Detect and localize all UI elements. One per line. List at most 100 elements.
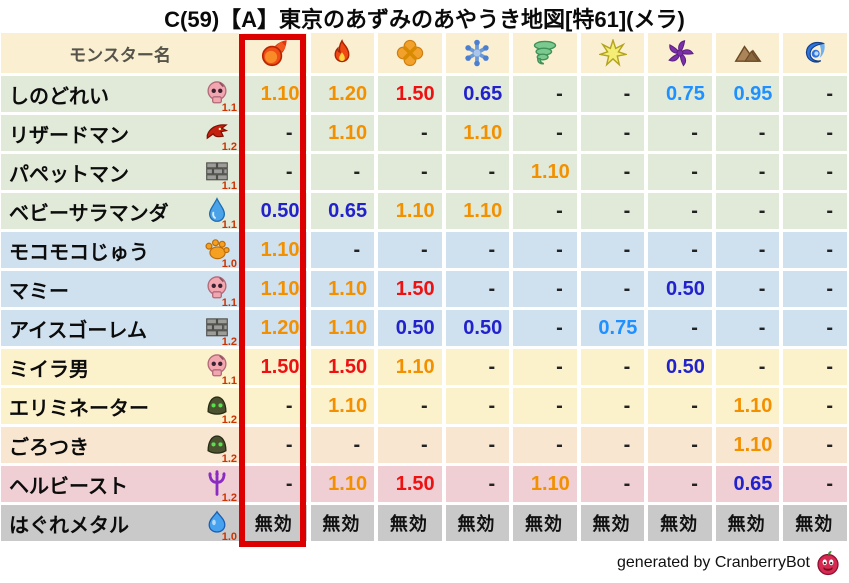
- value-cell: -: [715, 310, 780, 346]
- monster-family: 1.0: [204, 509, 237, 543]
- value-cell: -: [783, 388, 847, 424]
- monster-family: 1.2: [204, 119, 237, 153]
- value-cell: -: [378, 115, 442, 151]
- monster-family: 1.2: [204, 314, 237, 348]
- value-cell: 1.10: [445, 193, 510, 229]
- value-cell: 0.65: [310, 193, 375, 229]
- value-cell: -: [648, 232, 712, 268]
- value-cell: -: [783, 427, 847, 463]
- value-cell: -: [513, 115, 577, 151]
- value-cell: 1.10: [310, 388, 375, 424]
- monster-rate: 1.1: [221, 219, 237, 231]
- value-cell: -: [378, 154, 442, 190]
- element-header-cell: [715, 33, 780, 73]
- value-cell: -: [715, 193, 780, 229]
- monster-name-header: モンスター名: [1, 33, 239, 73]
- value-cell: -: [783, 193, 847, 229]
- value-cell: -: [783, 271, 847, 307]
- value-cell: -: [445, 349, 510, 385]
- page-title: C(59)【A】東京のあずみのあやうき地図[特61](メラ): [164, 7, 685, 32]
- value-cell: 1.10: [378, 349, 442, 385]
- brick-icon: [204, 158, 230, 184]
- monster-family: 1.1: [204, 197, 237, 231]
- value-cell: -: [648, 466, 712, 502]
- resistance-table: モンスター名 しのどれい 1.1 1.10 1.20 1.50 0.65- -0.75 0.9…: [1, 33, 847, 543]
- monster-family: 1.2: [204, 470, 237, 504]
- value-cell: -: [513, 232, 577, 268]
- value-cell: -: [580, 349, 645, 385]
- water-icon: [801, 39, 829, 67]
- monster-name-cell: しのどれい 1.1: [1, 76, 239, 114]
- value-cell: 無効: [445, 505, 510, 541]
- value-cell: -: [715, 349, 780, 385]
- value-cell: -: [310, 154, 375, 190]
- monster-family: 1.2: [204, 431, 237, 465]
- value-cell: 0.50: [378, 310, 442, 346]
- monster-family: 1.1: [204, 80, 237, 114]
- value-cell: 0.50: [243, 193, 307, 229]
- value-cell: 無効: [243, 505, 307, 541]
- value-cell: -: [648, 115, 712, 151]
- monster-name-cell: ベビーサラマンダ 1.1: [1, 193, 239, 231]
- value-cell: -: [783, 310, 847, 346]
- earth-icon: [734, 39, 762, 67]
- value-cell: 無効: [648, 505, 712, 541]
- element-header-cell: [513, 33, 577, 73]
- monster-name: ごろつき: [9, 436, 89, 459]
- value-cell: 1.10: [445, 115, 510, 151]
- brick-icon: [204, 314, 230, 340]
- trident-icon: [204, 470, 230, 496]
- value-cell: -: [243, 427, 307, 463]
- value-cell: -: [445, 466, 510, 502]
- monster-name: はぐれメタル: [9, 514, 129, 537]
- value-cell: 0.50: [648, 271, 712, 307]
- value-cell: 0.50: [648, 349, 712, 385]
- monster-rate: 1.0: [221, 531, 237, 543]
- value-cell: 1.20: [310, 76, 375, 112]
- cranberry-icon: [815, 550, 841, 576]
- value-cell: -: [513, 76, 577, 112]
- monster-name: エリミネーター: [9, 397, 149, 420]
- value-cell: -: [648, 388, 712, 424]
- value-cell: -: [378, 427, 442, 463]
- value-cell: -: [580, 271, 645, 307]
- value-cell: -: [715, 154, 780, 190]
- flame-icon: [328, 39, 356, 67]
- value-cell: 無効: [783, 505, 847, 541]
- value-cell: -: [648, 310, 712, 346]
- value-cell: -: [445, 388, 510, 424]
- skull-icon: [204, 275, 230, 301]
- element-header-cell: [648, 33, 712, 73]
- element-header-cell: [378, 33, 442, 73]
- value-cell: -: [445, 232, 510, 268]
- value-cell: 無効: [310, 505, 375, 541]
- value-cell: -: [513, 349, 577, 385]
- value-cell: -: [243, 466, 307, 502]
- dragon-icon: [204, 119, 230, 145]
- monster-name: リザードマン: [9, 124, 129, 147]
- helmet-icon: [204, 392, 230, 418]
- value-cell: -: [715, 115, 780, 151]
- value-cell: -: [243, 154, 307, 190]
- monster-rate: 1.1: [221, 102, 237, 114]
- helmet-icon: [204, 431, 230, 457]
- cranberry-icon: [815, 550, 841, 576]
- monster-name: パペットマン: [9, 163, 129, 186]
- monster-rate: 1.2: [221, 141, 237, 153]
- value-cell: -: [580, 76, 645, 112]
- monster-family: 1.1: [204, 158, 237, 192]
- fireball-icon: [261, 39, 289, 67]
- monster-rate: 1.1: [221, 180, 237, 192]
- value-cell: 1.10: [243, 232, 307, 268]
- value-cell: -: [783, 349, 847, 385]
- dark-icon: [666, 39, 694, 67]
- value-cell: -: [580, 154, 645, 190]
- value-cell: -: [513, 271, 577, 307]
- value-cell: -: [580, 115, 645, 151]
- monster-name: ヘルビースト: [9, 475, 128, 498]
- value-cell: 0.75: [580, 310, 645, 346]
- credit-text: generated by CranberryBot: [617, 554, 810, 571]
- monster-family: 1.0: [204, 236, 237, 270]
- monster-name-cell: マミー 1.1: [1, 271, 239, 309]
- drop-icon: [204, 197, 230, 223]
